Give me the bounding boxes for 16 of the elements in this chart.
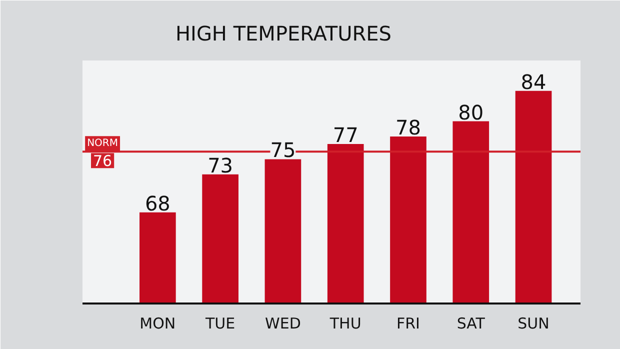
x-tick-label: WED [265, 314, 301, 332]
data-label: 68 [144, 191, 170, 216]
data-label: 84 [520, 70, 546, 94]
data-label: 75 [270, 138, 296, 162]
x-tick-label: TUE [204, 314, 236, 332]
x-tick-label: SAT [456, 314, 486, 332]
x-tick-label: MON [140, 314, 176, 332]
x-tick-label: FRI [396, 314, 420, 332]
x-tick-label: SUN [518, 314, 550, 332]
data-label: 77 [332, 123, 358, 148]
ref-line-label: NORM 76 [87, 138, 118, 170]
data-label: 78 [396, 115, 421, 140]
data-label: 73 [208, 153, 234, 178]
data-label: 80 [458, 100, 484, 124]
x-tick-label: THU [328, 314, 362, 332]
chart-title: HIGH TEMPERATURES [176, 22, 392, 46]
